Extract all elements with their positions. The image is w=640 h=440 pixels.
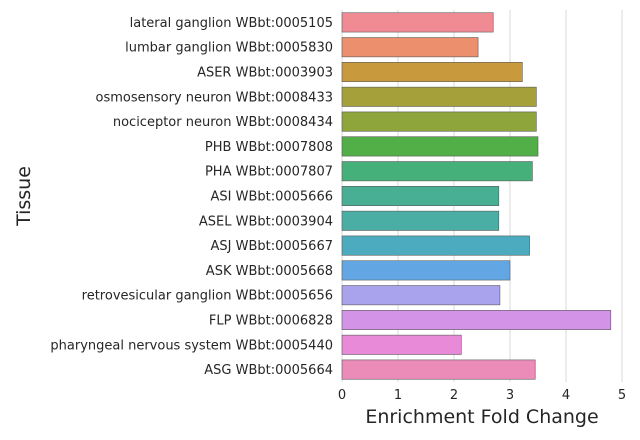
y-tick-label: ASG WBbt:0005664: [204, 363, 333, 378]
y-tick-labels: lateral ganglion WBbt:0005105 lumbar gang…: [50, 16, 333, 378]
y-tick-label: ASJ WBbt:0005667: [210, 239, 333, 254]
y-tick-label: FLP WBbt:0006828: [209, 314, 333, 329]
y-tick-label: ASK WBbt:0005668: [206, 264, 333, 279]
bar: [341, 235, 530, 256]
y-tick-label: PHA WBbt:0007807: [205, 165, 333, 180]
bar: [341, 310, 612, 330]
x-tick-label: 5: [618, 388, 626, 403]
y-tick-label: retrovesicular ganglion WBbt:0005656: [82, 289, 333, 304]
y-tick-label: PHB WBbt:0007808: [205, 140, 333, 155]
y-tick-label: osmosensory neuron WBbt:0008433: [95, 90, 333, 105]
bar: [341, 210, 500, 231]
bar: [341, 111, 537, 132]
x-tick-label: 3: [506, 388, 514, 403]
x-tick-label: 2: [450, 388, 458, 403]
bar: [341, 62, 523, 82]
bar: [341, 260, 511, 281]
bar: [341, 161, 533, 182]
x-axis-title: Enrichment Fold Change: [365, 406, 598, 428]
bars: [341, 12, 612, 380]
bar: [341, 359, 536, 380]
bar: [341, 12, 494, 33]
x-tick-labels: 0 1 2 3 4 5: [338, 388, 626, 403]
y-tick-label: ASER WBbt:0003903: [197, 66, 333, 81]
x-tick-label: 4: [562, 388, 570, 403]
y-tick-label: pharyngeal nervous system WBbt:0005440: [50, 338, 333, 353]
bar: [341, 285, 501, 306]
bar: [341, 334, 462, 355]
x-tick-label: 0: [338, 388, 346, 403]
bar: [341, 186, 500, 206]
y-tick-label: lateral ganglion WBbt:0005105: [130, 16, 333, 31]
bar: [341, 136, 539, 157]
y-tick-label: ASEL WBbt:0003904: [199, 214, 333, 229]
y-tick-label: nociceptor neuron WBbt:0008434: [113, 115, 333, 130]
x-tick-label: 1: [394, 388, 402, 403]
bar: [341, 37, 479, 58]
y-tick-label: lumbar ganglion WBbt:0005830: [125, 41, 333, 56]
y-axis-title: Tissue: [13, 166, 35, 227]
bar: [341, 86, 537, 107]
y-tick-label: ASI WBbt:0005666: [210, 190, 333, 205]
